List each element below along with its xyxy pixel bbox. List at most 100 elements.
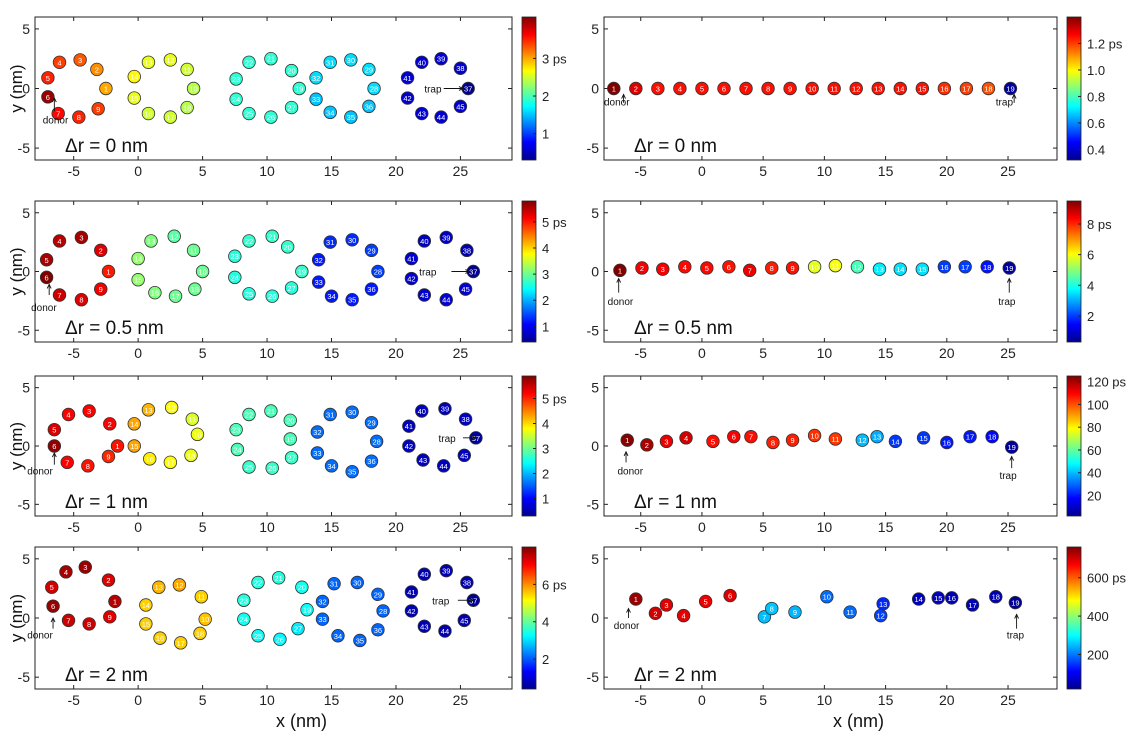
site-label: 11 <box>831 262 839 271</box>
site-label: 9 <box>99 285 103 294</box>
delta-r-label: Δr = 1 nm <box>634 492 717 513</box>
y-tick-label: 5 <box>591 21 599 37</box>
site-marker <box>188 282 202 296</box>
site-label: 9 <box>790 436 794 445</box>
site-label: 36 <box>367 285 375 294</box>
site-marker <box>127 417 141 431</box>
colorbar <box>1066 375 1082 517</box>
site-label: 43 <box>420 291 428 300</box>
site-label: 41 <box>405 422 413 431</box>
site-marker <box>139 617 153 631</box>
site-marker <box>940 435 954 450</box>
site-marker <box>400 91 415 105</box>
site-label: 1 <box>618 266 622 275</box>
site-marker <box>679 431 693 445</box>
colorbar-tick-label: 2 <box>1087 309 1094 324</box>
site-marker <box>194 590 209 604</box>
annotation-trap: trap <box>1007 631 1025 642</box>
delta-r-label: Δr = 0 nm <box>65 136 148 157</box>
site-marker <box>460 243 474 258</box>
site-marker <box>81 459 95 473</box>
site-label: 43 <box>418 110 426 119</box>
site-label: 8 <box>86 462 90 471</box>
site-marker <box>788 605 802 619</box>
site-label: 19 <box>298 268 306 277</box>
annotation-arrowhead <box>623 450 629 457</box>
site-label: 40 <box>420 237 428 246</box>
site-marker <box>324 459 339 473</box>
site-label: 35 <box>347 113 355 122</box>
site-marker <box>843 605 857 619</box>
site-marker <box>453 99 468 114</box>
site-marker <box>439 230 453 245</box>
x-tick-label: -5 <box>67 692 80 708</box>
site-marker <box>659 598 674 612</box>
site-marker <box>640 438 654 452</box>
site-label: 1 <box>634 595 638 604</box>
site-marker <box>807 428 822 443</box>
site-marker <box>265 289 279 303</box>
site-marker <box>678 260 692 274</box>
site-label: 12 <box>170 232 178 241</box>
site-label: 45 <box>460 616 468 625</box>
site-label: 15 <box>134 276 142 285</box>
colorbar-tick-label: 600 ps <box>1087 571 1127 586</box>
y-tick-label: -5 <box>18 140 31 156</box>
site-marker <box>350 575 364 590</box>
site-marker <box>94 243 108 258</box>
x-tick-label: 5 <box>759 519 767 535</box>
x-tick-label: -5 <box>635 692 648 708</box>
site-marker <box>404 585 419 599</box>
y-tick-label: 0 <box>591 264 599 280</box>
site-label: 40 <box>418 407 426 416</box>
y-tick-label: 0 <box>22 610 30 626</box>
x-tick-label: 15 <box>324 163 340 179</box>
site-marker <box>127 69 141 84</box>
site-label: 10 <box>810 432 818 441</box>
site-label: 5 <box>52 426 56 435</box>
site-label: 14 <box>914 595 922 604</box>
annotation-arrowhead <box>626 607 631 613</box>
x-tick-label: 15 <box>324 692 340 708</box>
site-marker <box>292 81 306 96</box>
site-marker <box>284 281 299 295</box>
colorbar-tick-label: 8 ps <box>1087 217 1112 232</box>
site-label: 14 <box>891 437 899 446</box>
site-label: 35 <box>348 468 356 477</box>
site-label: 6 <box>722 85 726 94</box>
site-label: 24 <box>232 95 240 104</box>
site-label: 42 <box>403 94 411 103</box>
site-label: 15 <box>130 442 138 451</box>
site-label: 18 <box>191 285 199 294</box>
colorbar <box>1066 200 1082 343</box>
colorbar-tick-label: 1.0 <box>1087 63 1105 78</box>
site-label: 10 <box>198 268 206 277</box>
site-label: 3 <box>661 265 665 274</box>
colorbar <box>1066 16 1082 161</box>
site-label: 12 <box>167 404 175 413</box>
site-marker <box>52 55 67 69</box>
colorbar-tick-label: 1 <box>542 127 549 142</box>
x-tick-label: 25 <box>1000 692 1016 708</box>
site-marker <box>371 623 385 637</box>
site-marker <box>402 419 416 433</box>
colorbar-tick-label: 20 <box>1087 489 1101 504</box>
site-marker <box>311 275 326 289</box>
site-label: 44 <box>440 462 448 471</box>
site-marker <box>315 594 330 609</box>
site-label: 2 <box>645 441 649 450</box>
site-label: 3 <box>664 601 668 610</box>
site-marker <box>436 459 451 473</box>
site-marker <box>345 233 359 247</box>
site-marker <box>989 590 1003 604</box>
y-tick-label: 0 <box>591 610 599 626</box>
site-label: 42 <box>405 442 413 451</box>
site-marker <box>52 234 67 248</box>
site-label: 43 <box>419 456 427 465</box>
site-marker <box>310 425 325 439</box>
site-marker <box>273 632 287 647</box>
site-label: 33 <box>318 615 326 624</box>
colorbar-tick-label: 6 ps <box>542 577 567 592</box>
